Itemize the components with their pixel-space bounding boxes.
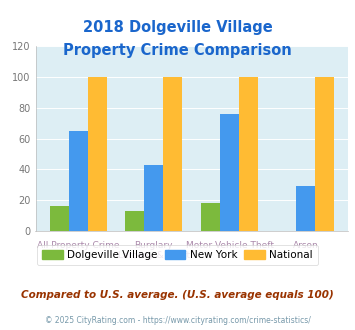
Bar [144, 165, 163, 231]
Bar [296, 186, 315, 231]
Bar [163, 77, 182, 231]
Bar [88, 77, 106, 231]
Bar [315, 77, 334, 231]
Bar [69, 131, 88, 231]
Legend: Dolgeville Village, New York, National: Dolgeville Village, New York, National [37, 245, 318, 265]
Text: Property Crime Comparison: Property Crime Comparison [63, 43, 292, 58]
Bar [239, 77, 258, 231]
Bar [50, 206, 69, 231]
Text: Compared to U.S. average. (U.S. average equals 100): Compared to U.S. average. (U.S. average … [21, 290, 334, 300]
Bar [125, 211, 144, 231]
Text: 2018 Dolgeville Village: 2018 Dolgeville Village [83, 20, 272, 35]
Bar [201, 203, 220, 231]
Bar [220, 114, 239, 231]
Text: © 2025 CityRating.com - https://www.cityrating.com/crime-statistics/: © 2025 CityRating.com - https://www.city… [45, 316, 310, 325]
